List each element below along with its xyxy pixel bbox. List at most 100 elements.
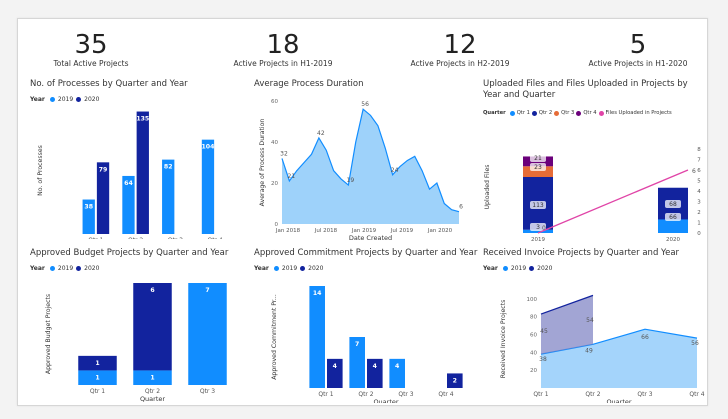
kpi-active-projects-h1-2019[interactable]: 18 Active Projects in H1-2019 [223, 31, 343, 68]
bar [122, 175, 135, 234]
data-label: 0 [542, 225, 546, 232]
y2-tick-label: 0 [697, 231, 701, 237]
y-axis-title: Uploaded Files [484, 165, 491, 210]
label-badge [665, 200, 681, 208]
y-tick-label: 100 [527, 297, 538, 303]
legend-label: Qtr 3 [561, 110, 575, 116]
y-axis-title: No. of Processes [37, 145, 44, 196]
chart-legend: Quarter Qtr 1 Qtr 2 Qtr 3 Qtr 4 Files Up… [483, 110, 672, 116]
legend-label-2019: 2019 [510, 265, 527, 272]
data-label: 64 [124, 180, 133, 187]
data-label: 21 [534, 155, 542, 162]
data-label: 14 [313, 290, 322, 297]
data-label: 19 [347, 177, 355, 184]
data-label: 21 [288, 173, 296, 180]
legend-dot-qtr2 [531, 110, 537, 116]
bar [96, 162, 110, 234]
data-label: 49 [585, 347, 593, 354]
y2-tick-label: 6 [697, 168, 701, 174]
chart-legend: Year 2019 2020 [483, 265, 552, 272]
bar-segment [78, 355, 117, 371]
data-label: 82 [164, 164, 173, 171]
bar [136, 111, 149, 234]
x-tick-label: Qtr 3 [398, 391, 413, 398]
kpi-value: 35 [74, 30, 108, 60]
area-2019 [541, 329, 697, 388]
area-fill [282, 109, 459, 224]
chart-legend: Year 2019 2020 [254, 265, 323, 272]
bar-segment [658, 219, 688, 233]
bar-segment [523, 166, 553, 177]
y2-tick-label: 7 [697, 158, 701, 164]
legend-label-2020: 2020 [84, 265, 100, 272]
processes-chart-panel[interactable]: No. of Processes by Quarter and Year Yea… [30, 79, 240, 239]
kpi-active-projects-h1-2020[interactable]: 5 Active Projects in H1-2020 [578, 31, 698, 68]
invoice-chart-panel[interactable]: Received Invoice Projects by Quarter and… [483, 248, 705, 403]
kpi-value: 12 [443, 30, 477, 60]
processes-bar-chart: 3879Qtr 164135Qtr 282Qtr 3104Qtr 4Quarte… [37, 111, 223, 239]
y-tick-label: 60 [271, 99, 278, 105]
legend-dot-qtr3 [554, 110, 560, 116]
legend-label-2020: 2020 [537, 265, 553, 272]
x-tick-label: 2019 [531, 237, 545, 241]
legend-dot-qtr4 [576, 110, 582, 116]
legend-title: Year [483, 265, 498, 272]
chart-title: No. of Processes by Quarter and Year [30, 79, 188, 89]
data-label: 56 [361, 101, 369, 108]
chart-title: Approved Budget Projects by Quarter and … [30, 248, 229, 258]
x-tick-label: Qtr 2 [358, 391, 373, 398]
y2-tick-label: 1 [697, 221, 701, 227]
x-tick-label: Qtr 3 [200, 388, 215, 395]
data-label: 104 [202, 144, 216, 151]
x-tick-label: Jan 2020 [427, 228, 453, 234]
x-tick-label: Qtr 4 [207, 237, 222, 239]
legend-label-2019: 2019 [57, 96, 74, 103]
data-label: 3 [536, 224, 540, 231]
data-label: 7 [355, 341, 359, 348]
kpi-label: Total Active Projects [53, 59, 129, 68]
bar [389, 358, 405, 388]
legend-label: Qtr 4 [583, 110, 597, 116]
y-tick-label: 0 [275, 222, 279, 228]
files-chart-panel[interactable]: Uploaded Files and Files Uploaded in Pro… [483, 79, 705, 241]
data-label: 32 [280, 150, 288, 157]
label-badge [530, 163, 546, 171]
x-tick-label: Qtr 2 [145, 388, 160, 395]
legend-dot-2019 [49, 266, 55, 271]
data-label: 6 [692, 168, 696, 175]
duration-area-chart: 0 20 40 60 32 21 42 19 56 24 6 Jan 2018 Jul 2018 Jan … [259, 99, 463, 241]
legend-label: Qtr 2 [538, 110, 553, 116]
legend-label-2020: 2020 [84, 96, 100, 103]
budget-chart-panel[interactable]: Approved Budget Projects by Quarter and … [30, 248, 240, 403]
label-badge [530, 201, 546, 209]
data-label: 54 [586, 317, 594, 324]
data-label: 6 [150, 287, 154, 294]
legend-dot-2020 [76, 97, 82, 102]
x-tick-label: Jul 2018 [314, 228, 338, 234]
legend-dot-2019 [273, 266, 279, 271]
duration-chart-panel[interactable]: Average Process Duration 0 20 40 60 32 21 42 19… [254, 79, 464, 241]
data-label: 1 [95, 374, 99, 381]
bar [327, 358, 343, 388]
x-axis-title: Quarter [373, 398, 398, 403]
x-tick-label: Qtr 1 [533, 391, 548, 398]
chart-title: Average Process Duration [254, 79, 364, 89]
chart-title: Approved Commitment Projects by Quarter … [254, 248, 478, 258]
dashboard-canvas: 35 Total Active Projects 18 Active Proje… [17, 18, 708, 406]
legend-title: Quarter [483, 110, 506, 116]
data-label: 23 [534, 164, 542, 171]
x-tick-label: Qtr 2 [128, 237, 143, 239]
kpi-total-active-projects[interactable]: 35 Total Active Projects [46, 31, 136, 68]
kpi-active-projects-h2-2019[interactable]: 12 Active Projects in H2-2019 [400, 31, 520, 68]
kpi-value: 5 [629, 30, 647, 60]
legend-dot-2019 [49, 97, 55, 102]
y-tick-label: 80 [530, 315, 537, 321]
legend-label-2019: 2019 [281, 265, 298, 272]
bar-segment [188, 283, 227, 385]
y-axis-title: Approved Budget Projects [45, 294, 52, 374]
legend-title: Year [254, 265, 269, 272]
x-tick-label: Qtr 1 [318, 391, 333, 398]
commitment-chart-panel[interactable]: Approved Commitment Projects by Quarter … [254, 248, 478, 403]
legend-label: Files Uploaded in Projects [605, 110, 672, 116]
